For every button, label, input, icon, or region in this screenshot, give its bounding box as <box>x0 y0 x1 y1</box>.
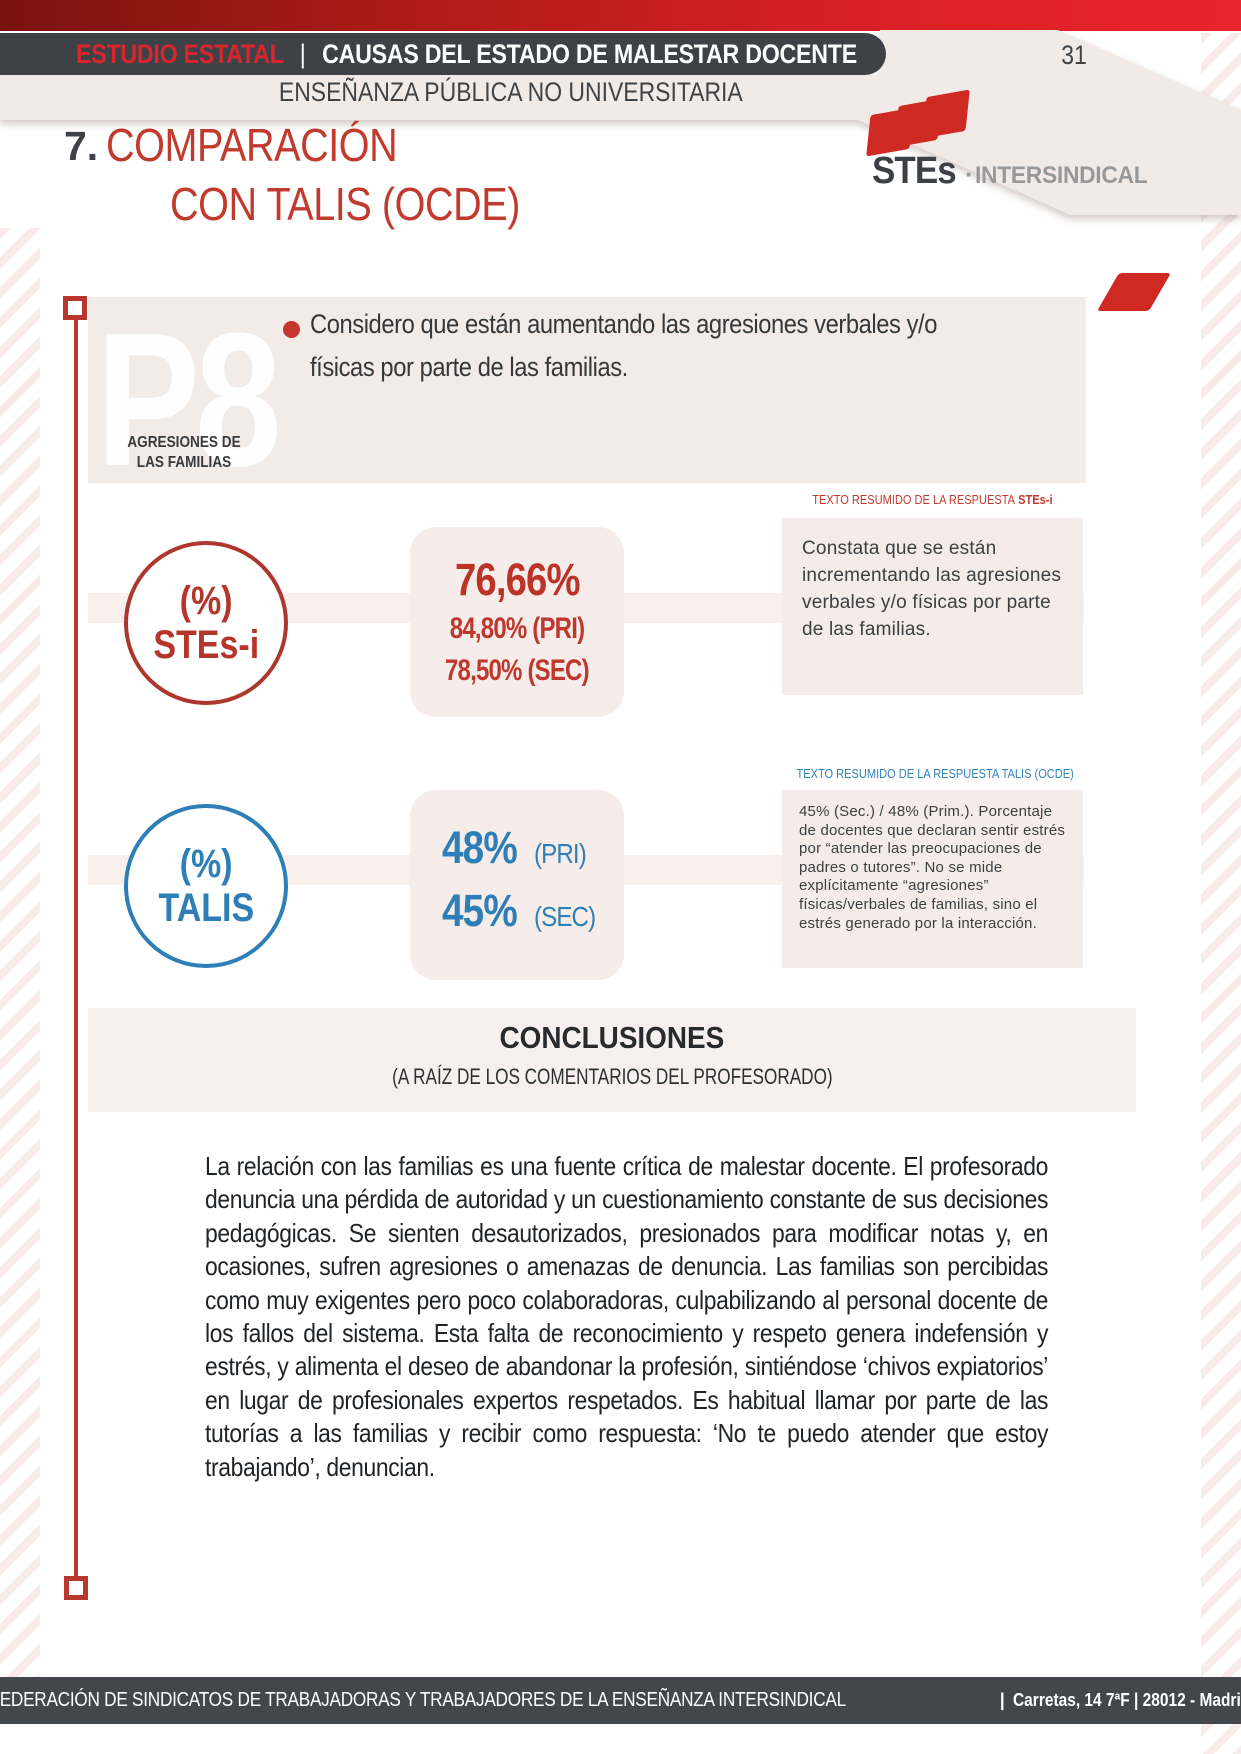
talis-tag-pri: (PRI) <box>533 838 587 869</box>
talis-circle-percent: (%) <box>179 842 233 886</box>
stesi-value-sec: 78,50% (SEC) <box>445 654 590 687</box>
logo-dot: · <box>965 159 974 189</box>
talis-summary-label: TEXTO RESUMIDO DE LA RESPUESTA TALIS (OC… <box>796 766 1074 781</box>
bullet-icon <box>283 321 300 338</box>
document-title: CAUSAS DEL ESTADO DE MALESTAR DOCENTE <box>322 38 857 69</box>
question-tag: AGRESIONES DE LAS FAMILIAS <box>127 434 241 471</box>
title-separator: | <box>299 38 306 69</box>
footer-confederation: CONFEDERACIÓN DE SINDICATOS DE TRABAJADO… <box>0 1689 847 1711</box>
stes-logo: STEs · INTERSINDICAL <box>872 150 1156 193</box>
logo-suffix: INTERSINDICAL <box>974 162 1148 189</box>
talis-circle-label: TALIS <box>158 886 254 930</box>
stesi-value-pri: 84,80% (PRI) <box>449 612 585 645</box>
stesi-circle-badge: (%) STEs-i <box>124 541 288 705</box>
document-subtitle: ENSEÑANZA PÚBLICA NO UNIVERSITARIA <box>278 77 743 107</box>
left-stripes-decoration <box>0 228 40 1677</box>
talis-tag-sec: (SEC) <box>533 901 596 932</box>
stesi-circle-label: STEs-i <box>153 623 259 667</box>
top-red-bar <box>0 0 1241 31</box>
talis-circle-badge: (%) TALIS <box>124 804 288 968</box>
talis-value-sec: 45% <box>442 885 518 936</box>
right-stripes-decoration <box>1201 33 1241 1754</box>
document-title-bar: ESTUDIO ESTATAL | CAUSAS DEL ESTADO DE M… <box>0 33 886 75</box>
page-number: 31 <box>1061 40 1087 70</box>
logo-brand: STEs <box>872 150 957 192</box>
question-code: P8 <box>96 294 282 506</box>
section-number: 7. <box>64 123 99 169</box>
footer-address: Carretas, 14 7ªF | 28012 - Madrid <box>1012 1690 1241 1710</box>
stesi-value-main: 76,66% <box>454 554 580 605</box>
conclusions-band <box>88 1008 1136 1112</box>
study-label: ESTUDIO ESTATAL <box>76 38 284 69</box>
conclusions-body: La relación con las familias es una fuen… <box>205 1151 1049 1482</box>
timeline-line <box>74 319 78 1577</box>
stesi-summary-label: TEXTO RESUMIDO DE LA RESPUESTA STEs-i <box>811 492 1053 507</box>
stes-flag-icon <box>866 89 978 157</box>
conclusions-subtitle: (A RAÍZ DE LOS COMENTARIOS DEL PROFESORA… <box>391 1064 833 1089</box>
section-title: 7. COMPARACIÓN CON TALIS (OCDE) <box>64 122 577 239</box>
talis-value-pri: 48% <box>442 822 518 873</box>
footer-separator: | <box>999 1690 1005 1710</box>
section-title-line2: CON TALIS (OCDE) <box>170 178 520 230</box>
section-title-line1: COMPARACIÓN <box>106 119 398 171</box>
stesi-values-box: 76,66% 84,80% (PRI) 78,50% (SEC) <box>410 527 624 717</box>
footer-bar: CONFEDERACIÓN DE SINDICATOS DE TRABAJADO… <box>0 1677 1241 1724</box>
timeline-square-top <box>63 296 87 320</box>
question-text: Considero que están aumentando las agres… <box>310 309 937 382</box>
question-panel <box>88 297 1086 483</box>
talis-values-box: 48% (PRI) 45% (SEC) <box>410 790 624 980</box>
timeline-square-bottom <box>64 1576 88 1600</box>
talis-summary-box: 45% (Sec.) / 48% (Prim.). Porcentaje de … <box>782 790 1083 968</box>
conclusions-title: CONCLUSIONES <box>499 1020 725 1055</box>
stesi-summary-box: Constata que se están incrementando las … <box>782 518 1083 695</box>
red-parallelogram-decoration <box>1097 273 1171 311</box>
stesi-circle-percent: (%) <box>179 579 233 623</box>
